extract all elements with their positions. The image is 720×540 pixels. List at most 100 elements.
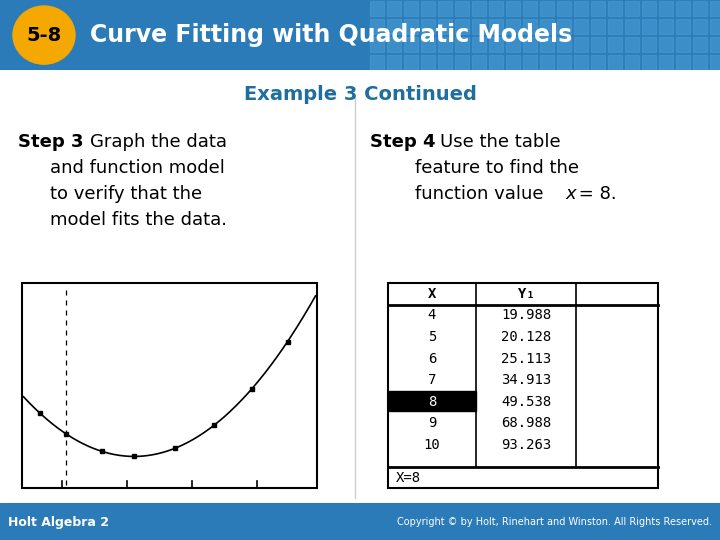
Bar <box>421 55 435 70</box>
Bar <box>557 37 571 52</box>
Text: Curve Fitting with Quadratic Models: Curve Fitting with Quadratic Models <box>90 23 572 47</box>
Text: feature to find the: feature to find the <box>415 159 579 177</box>
Text: 9: 9 <box>428 416 436 430</box>
Bar <box>22 284 317 488</box>
Text: function value: function value <box>415 185 549 203</box>
Text: Step 4: Step 4 <box>370 133 436 151</box>
Bar <box>591 1 605 16</box>
Bar <box>608 19 622 34</box>
Bar <box>421 37 435 52</box>
Text: 5: 5 <box>428 330 436 344</box>
Bar <box>404 55 418 70</box>
Bar <box>642 55 656 70</box>
Bar <box>574 19 588 34</box>
Bar <box>574 37 588 52</box>
Bar <box>421 19 435 34</box>
Bar <box>693 19 707 34</box>
Bar <box>625 55 639 70</box>
Bar <box>370 37 384 52</box>
Text: X: X <box>428 287 436 301</box>
Bar <box>659 19 673 34</box>
Bar <box>591 55 605 70</box>
Bar <box>387 1 401 16</box>
Bar <box>404 1 418 16</box>
Text: Copyright © by Holt, Rinehart and Winston. All Rights Reserved.: Copyright © by Holt, Rinehart and Winsto… <box>397 517 712 527</box>
Bar <box>387 37 401 52</box>
Bar <box>591 37 605 52</box>
Bar <box>421 1 435 16</box>
Bar <box>455 55 469 70</box>
Text: 8: 8 <box>428 395 436 409</box>
Bar <box>438 19 452 34</box>
Text: 7: 7 <box>428 373 436 387</box>
Bar <box>370 1 384 16</box>
Bar <box>472 37 486 52</box>
Bar <box>676 19 690 34</box>
Bar <box>557 1 571 16</box>
Bar <box>574 1 588 16</box>
Bar <box>710 19 720 34</box>
Bar <box>506 55 520 70</box>
Bar <box>387 55 401 70</box>
Text: 93.263: 93.263 <box>501 437 551 451</box>
Bar <box>455 1 469 16</box>
Bar <box>387 19 401 34</box>
Bar <box>455 37 469 52</box>
Bar <box>540 55 554 70</box>
Text: 4: 4 <box>428 308 436 322</box>
Text: 10: 10 <box>423 437 441 451</box>
Bar <box>659 1 673 16</box>
Bar <box>438 37 452 52</box>
Text: 25.113: 25.113 <box>501 352 551 366</box>
Bar <box>388 284 658 488</box>
Text: 34.913: 34.913 <box>501 373 551 387</box>
Text: model fits the data.: model fits the data. <box>50 211 227 229</box>
Bar <box>693 55 707 70</box>
Text: and function model: and function model <box>50 159 225 177</box>
Text: 68.988: 68.988 <box>501 416 551 430</box>
Bar <box>455 19 469 34</box>
Bar <box>489 55 503 70</box>
Bar <box>472 55 486 70</box>
Text: Example 3 Continued: Example 3 Continued <box>243 85 477 104</box>
Text: = 8.: = 8. <box>573 185 616 203</box>
Bar <box>676 55 690 70</box>
Bar <box>370 19 384 34</box>
Text: Use the table: Use the table <box>440 133 561 151</box>
Bar <box>710 37 720 52</box>
Text: to verify that the: to verify that the <box>50 185 202 203</box>
Bar <box>676 37 690 52</box>
Bar <box>659 37 673 52</box>
Bar <box>642 19 656 34</box>
Bar <box>506 1 520 16</box>
Bar <box>404 19 418 34</box>
Bar <box>676 1 690 16</box>
Bar <box>540 19 554 34</box>
Bar <box>608 1 622 16</box>
Text: Step 3: Step 3 <box>18 133 84 151</box>
Ellipse shape <box>13 6 75 64</box>
Bar <box>710 55 720 70</box>
Bar <box>642 1 656 16</box>
Bar <box>557 19 571 34</box>
Bar <box>438 55 452 70</box>
Bar <box>625 1 639 16</box>
Bar <box>523 19 537 34</box>
Bar <box>574 55 588 70</box>
Text: 5-8: 5-8 <box>27 25 62 45</box>
Text: Holt Algebra 2: Holt Algebra 2 <box>8 516 109 529</box>
Text: 19.988: 19.988 <box>501 308 551 322</box>
Bar <box>523 55 537 70</box>
Text: X=8: X=8 <box>396 470 421 484</box>
Bar <box>506 19 520 34</box>
Bar <box>489 37 503 52</box>
Text: x: x <box>565 185 575 203</box>
Bar <box>389 391 476 411</box>
Bar <box>693 37 707 52</box>
Bar <box>489 1 503 16</box>
Bar <box>710 1 720 16</box>
Bar <box>506 37 520 52</box>
Bar <box>472 1 486 16</box>
Text: 20.128: 20.128 <box>501 330 551 344</box>
Bar <box>404 37 418 52</box>
